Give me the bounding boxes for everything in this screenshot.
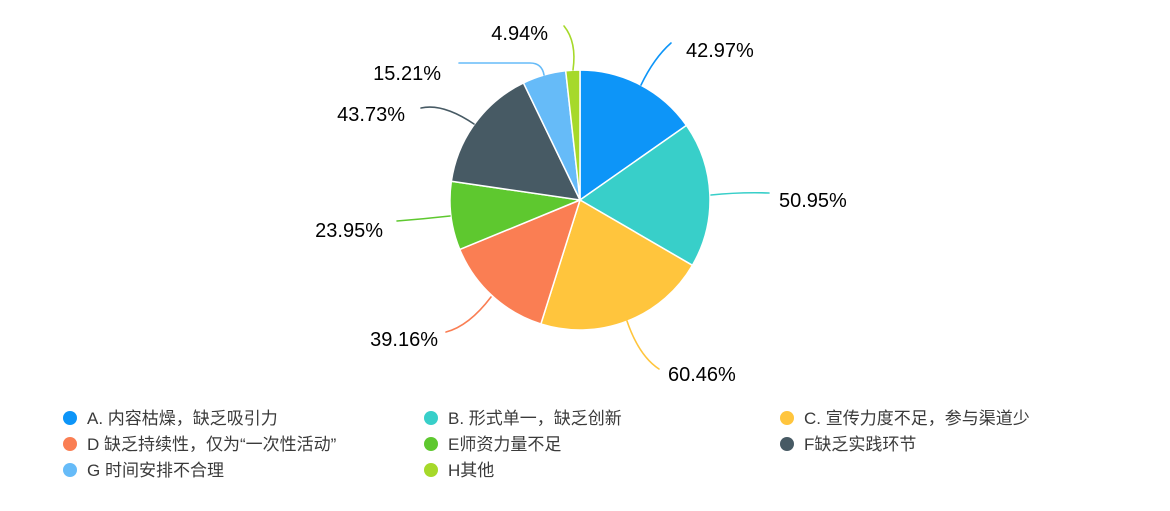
legend-item-H[interactable]: H其他: [424, 462, 780, 479]
legend-item-F[interactable]: F缺乏实践环节: [780, 436, 1030, 453]
percent-label-B: 50.95%: [779, 190, 847, 212]
legend-dot-B: [424, 411, 438, 425]
leader-line-A: [640, 42, 672, 86]
legend-item-A[interactable]: A. 内容枯燥，缺乏吸引力: [63, 410, 424, 427]
leader-line-F: [420, 106, 475, 125]
legend-label-E: E师资力量不足: [448, 434, 562, 454]
legend-label-C: C. 宣传力度不足，参与渠道少: [804, 408, 1030, 428]
percent-label-C: 60.46%: [668, 364, 736, 386]
leader-line-E: [396, 215, 451, 222]
percent-label-H: 4.94%: [491, 23, 548, 45]
percent-label-A: 42.97%: [686, 40, 754, 62]
pie-slice-A[interactable]: [579, 69, 688, 201]
pie-slice-B[interactable]: [579, 124, 711, 267]
percent-label-G: 15.21%: [373, 63, 441, 85]
leader-line-C: [626, 320, 660, 370]
legend-dot-C: [780, 411, 794, 425]
legend-dot-E: [424, 437, 438, 451]
leader-line-D: [445, 296, 492, 333]
legend-item-D[interactable]: D 缺乏持续性，仅为“一次性活动”: [63, 436, 424, 453]
legend-item-G[interactable]: G 时间安排不合理: [63, 462, 424, 479]
legend-dot-D: [63, 437, 77, 451]
pie-chart: 42.97% 50.95% 60.46% 39.16% 23.95% 43.73% 15.2…: [315, 23, 847, 386]
leader-line-G: [458, 62, 545, 76]
chart-legend: A. 内容枯燥，缺乏吸引力 B. 形式单一，缺乏创新 C. 宣传力度不足，参与渠道少…: [63, 405, 1030, 483]
pie-slice-F[interactable]: [450, 82, 581, 201]
legend-dot-F: [780, 437, 794, 451]
legend-item-C[interactable]: C. 宣传力度不足，参与渠道少: [780, 410, 1030, 427]
legend-dot-H: [424, 463, 438, 477]
leader-line-H: [563, 25, 575, 71]
percent-label-E: 23.95%: [315, 220, 383, 242]
legend-dot-G: [63, 463, 77, 477]
leader-line-B: [710, 191, 770, 196]
pie-slice-D[interactable]: [459, 199, 581, 325]
percent-label-D: 39.16%: [370, 329, 438, 351]
legend-label-B: B. 形式单一，缺乏创新: [448, 408, 622, 428]
legend-label-D: D 缺乏持续性，仅为“一次性活动”: [87, 434, 337, 454]
percent-label-F: 43.73%: [337, 104, 405, 126]
legend-item-B[interactable]: B. 形式单一，缺乏创新: [424, 410, 780, 427]
legend-label-G: G 时间安排不合理: [87, 460, 224, 480]
legend-dot-A: [63, 411, 77, 425]
legend-item-E[interactable]: E师资力量不足: [424, 436, 780, 453]
legend-label-F: F缺乏实践环节: [804, 434, 917, 454]
legend-label-A: A. 内容枯燥，缺乏吸引力: [87, 408, 278, 428]
legend-label-H: H其他: [448, 460, 495, 480]
